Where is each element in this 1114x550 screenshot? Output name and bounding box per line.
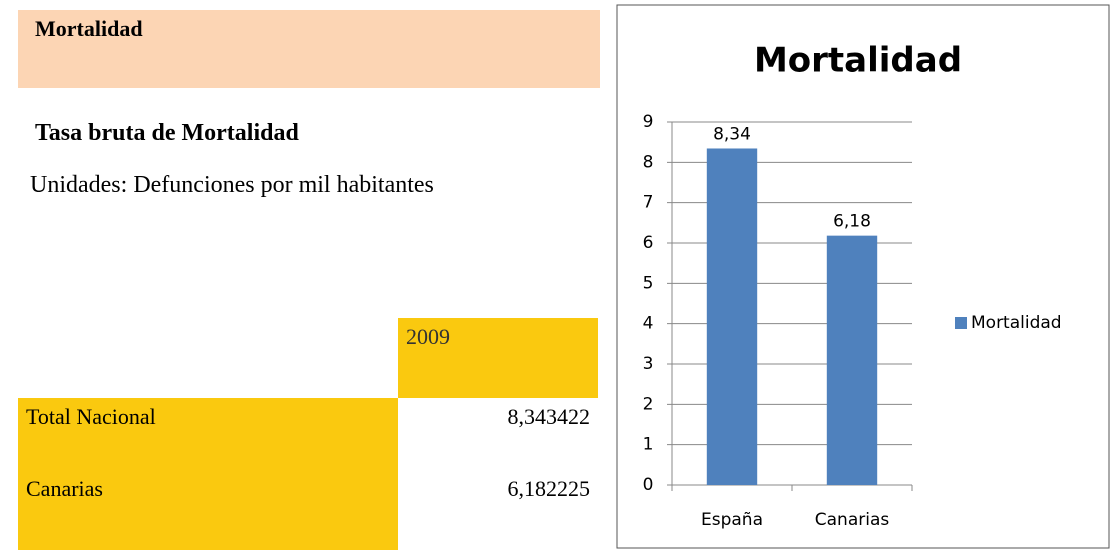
- y-tick-label: 9: [643, 112, 654, 132]
- title-band: [18, 10, 600, 88]
- y-tick-label: 4: [643, 314, 654, 334]
- subtitle: Tasa bruta de Mortalidad: [35, 120, 299, 146]
- column-header: 2009: [398, 318, 598, 398]
- row-value: 8,343422: [507, 404, 591, 429]
- y-tick-label: 8: [643, 152, 654, 172]
- row-label: Total Nacional: [18, 398, 398, 470]
- y-tick-label: 1: [643, 435, 654, 455]
- y-tick-label: 3: [643, 354, 654, 374]
- y-tick-label: 5: [643, 273, 654, 293]
- x-tick-label: Canarias: [815, 510, 890, 530]
- row-label: Canarias: [18, 470, 398, 550]
- legend-label: Mortalidad: [971, 313, 1062, 333]
- legend-swatch: [955, 317, 967, 329]
- x-tick-label: España: [701, 510, 763, 530]
- data-label: 6,18: [833, 212, 871, 232]
- bar: [826, 235, 878, 485]
- sheet-title: Mortalidad: [35, 16, 143, 41]
- units: Unidades: Defunciones por mil habitantes: [30, 172, 434, 198]
- y-tick-label: 0: [643, 475, 654, 495]
- y-tick-label: 2: [643, 394, 654, 414]
- bar: [706, 148, 758, 485]
- row-value: 6,182225: [507, 476, 591, 501]
- data-label: 8,34: [713, 124, 751, 144]
- chart-border: [616, 4, 1110, 549]
- y-tick-label: 6: [643, 233, 654, 253]
- y-tick-label: 7: [643, 193, 654, 213]
- chart-title: Mortalidad: [754, 41, 962, 81]
